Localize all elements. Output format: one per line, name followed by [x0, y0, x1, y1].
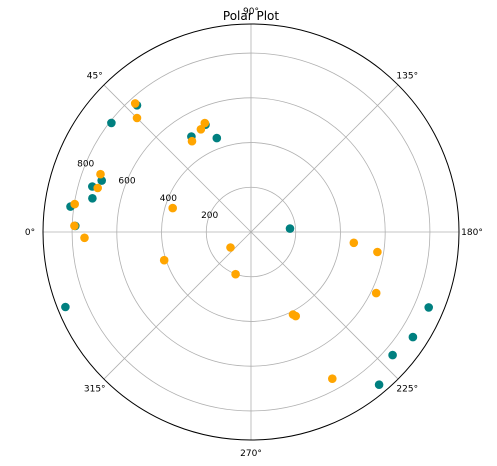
- series-1-point: [61, 302, 70, 312]
- theta-tick-label: 45°: [87, 72, 103, 82]
- polar-frame: [42, 23, 460, 441]
- theta-grid-line: [103, 231, 252, 380]
- series-2-point: [70, 199, 79, 209]
- series-2-point: [130, 99, 140, 108]
- series-1-point: [424, 303, 434, 312]
- series-2-point: [200, 118, 210, 128]
- theta-tick-label: 225°: [396, 384, 418, 394]
- series-1-point: [285, 224, 295, 233]
- theta-tick-label: 270°: [240, 449, 262, 459]
- theta-tick-label: 135°: [396, 72, 418, 82]
- r-tick-label: 600: [118, 177, 135, 187]
- series-1-point: [388, 350, 397, 360]
- series-2-point: [187, 136, 197, 146]
- series-1-point: [88, 194, 97, 203]
- r-tick-label: 800: [77, 160, 94, 170]
- grid-layer: [42, 23, 460, 441]
- series-1-point: [374, 380, 384, 390]
- r-tick-label: 200: [201, 211, 218, 221]
- series-2-point: [373, 247, 382, 257]
- series-2-point: [93, 183, 102, 193]
- series-1-point: [107, 118, 116, 128]
- series-2-point: [328, 374, 337, 384]
- series-2-point: [349, 238, 359, 248]
- series-1-point: [212, 133, 222, 143]
- theta-grid-line: [250, 231, 399, 380]
- theta-grid-line: [103, 84, 252, 233]
- series-2-point: [168, 203, 177, 213]
- theta-tick-label: 90°: [243, 7, 259, 17]
- series-2-point: [96, 169, 105, 179]
- series-2-point: [196, 125, 206, 134]
- series-2-point: [288, 310, 298, 319]
- theta-tick-label: 180°: [461, 228, 483, 238]
- series-2-point: [70, 221, 79, 231]
- series-1-point: [97, 176, 106, 185]
- chart-title: Polar Plot: [223, 9, 279, 23]
- series-2-point: [132, 113, 142, 123]
- theta-grid-line: [250, 84, 399, 233]
- point-layer: [61, 99, 434, 390]
- series-2-point: [80, 233, 89, 243]
- r-tick-label: 400: [160, 194, 177, 204]
- theta-tick-label: 315°: [84, 384, 106, 394]
- series-2-point: [226, 243, 235, 252]
- series-2-point: [231, 269, 240, 279]
- series-2-point: [371, 288, 381, 298]
- series-2-point: [159, 255, 169, 265]
- tick-layer: 0° 45° 90° 135° 180° 225° 270° 315° 200 400 600 800: [25, 7, 483, 459]
- theta-tick-label: 0°: [25, 228, 35, 238]
- series-1-point: [408, 332, 418, 342]
